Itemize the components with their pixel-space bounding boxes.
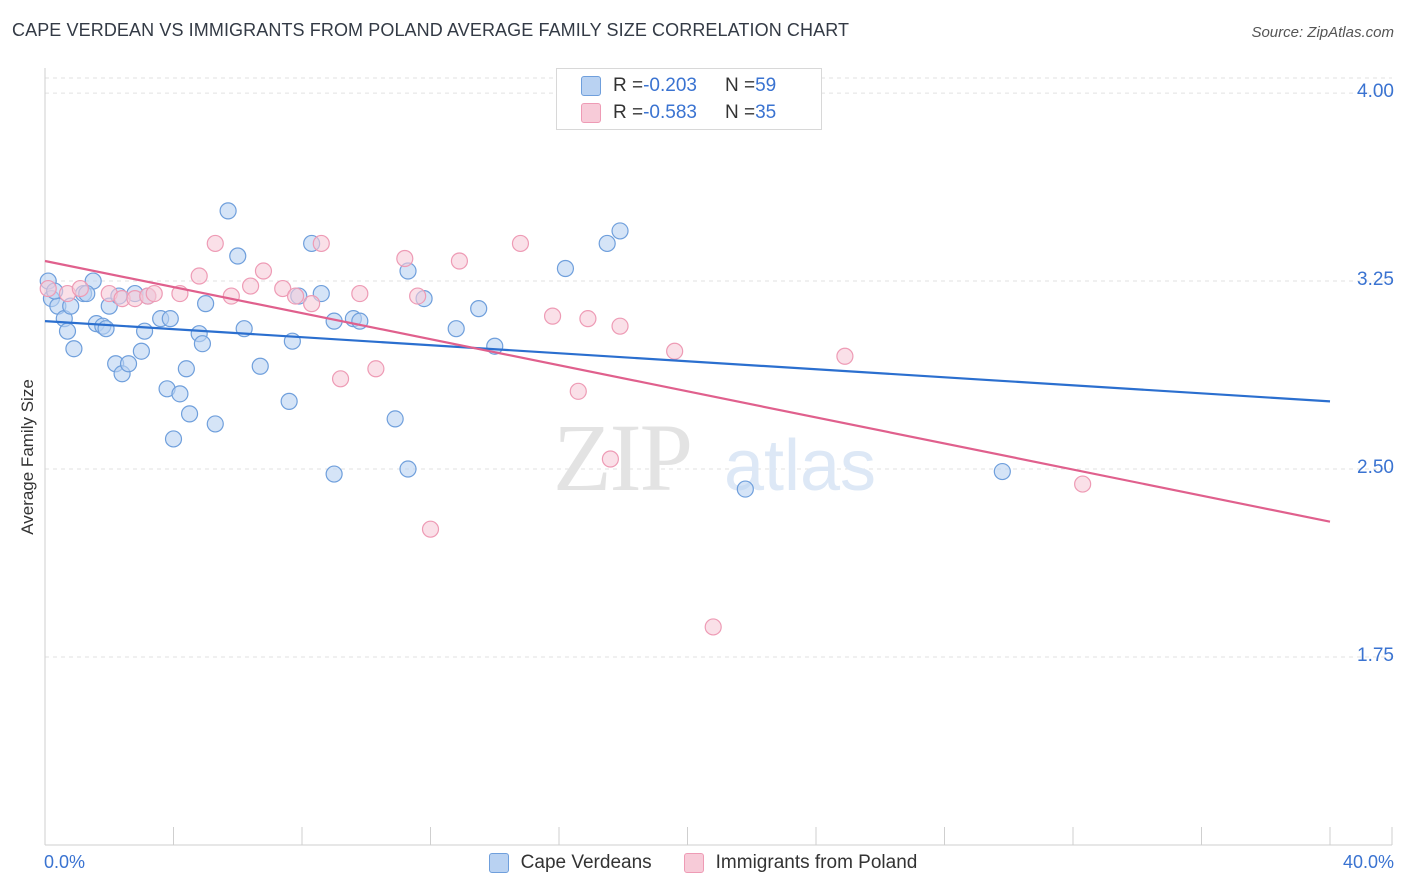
legend-r-value: -0.583 — [643, 102, 697, 123]
point-cape-verdean — [280, 392, 298, 410]
point-cape-verdean — [161, 310, 179, 328]
point-poland — [704, 618, 722, 636]
point-cape-verdean — [470, 300, 488, 318]
point-poland — [303, 295, 321, 313]
point-poland — [1074, 475, 1092, 493]
point-poland — [579, 310, 597, 328]
point-poland — [351, 284, 369, 303]
axes — [44, 68, 1393, 846]
legend-row-poland: R = -0.583 N = 35 — [581, 101, 776, 125]
source-label: Source: ZipAtlas.com — [1251, 24, 1394, 41]
legend-n-label: N = — [724, 75, 756, 96]
legend-swatch-blue — [488, 853, 509, 873]
point-poland — [312, 234, 330, 253]
point-poland — [274, 279, 292, 298]
legend-n-value: 35 — [755, 102, 777, 123]
x-tick-min: 0.0% — [44, 852, 86, 872]
point-poland — [206, 234, 224, 253]
point-cape-verdean — [325, 465, 343, 483]
legend-label: Cape Verdeans — [520, 852, 652, 873]
point-cape-verdean — [251, 357, 269, 375]
y-tick-label: 2.50 — [1357, 457, 1394, 479]
point-cape-verdean — [171, 385, 189, 403]
point-cape-verdean — [993, 462, 1011, 481]
point-cape-verdean — [65, 340, 83, 358]
point-poland — [511, 234, 530, 253]
trend-lines — [44, 259, 1331, 523]
series-legend: Cape Verdeans Immigrants from Poland — [0, 852, 1406, 874]
point-cape-verdean — [193, 335, 212, 353]
correlation-legend: R = -0.203 N = 59 R = -0.583 N = 35 — [556, 68, 822, 130]
legend-label: Immigrants from Poland — [715, 852, 918, 873]
point-cape-verdean — [611, 222, 629, 240]
legend-n-value: 59 — [755, 75, 777, 96]
point-poland — [39, 279, 57, 298]
trend-line-cape-verdeans — [44, 320, 1331, 403]
point-poland — [543, 307, 562, 325]
point-cape-verdean — [556, 259, 575, 278]
point-poland — [222, 287, 240, 305]
point-cape-verdean — [180, 405, 199, 423]
grid-lines — [45, 77, 1392, 658]
point-cape-verdean — [97, 320, 115, 338]
legend-r-label: R = — [613, 102, 644, 123]
legend-row-cape-verdeans: R = -0.203 N = 59 — [581, 74, 776, 98]
watermark-zip: ZIP — [553, 404, 691, 511]
point-cape-verdean — [119, 355, 138, 373]
legend-item-poland[interactable]: Immigrants from Poland — [683, 852, 918, 874]
y-tick-label: 3.25 — [1357, 269, 1394, 291]
x-tick-max: 40.0% — [1342, 852, 1394, 872]
legend-swatch-pink — [581, 103, 601, 123]
series-poland-points — [39, 234, 1092, 636]
point-cape-verdean — [58, 322, 77, 340]
y-tick-label: 1.75 — [1357, 645, 1394, 667]
point-poland — [421, 520, 440, 538]
legend-n-label: N = — [724, 102, 756, 123]
point-poland — [286, 287, 305, 305]
point-cape-verdean — [736, 480, 754, 498]
point-poland — [601, 450, 620, 468]
legend-swatch-pink — [683, 853, 704, 873]
point-cape-verdean — [598, 234, 616, 253]
legend-swatch-blue — [581, 76, 601, 96]
point-poland — [450, 252, 469, 270]
point-poland — [242, 277, 260, 295]
point-poland — [409, 287, 427, 305]
legend-r-value: -0.203 — [643, 75, 697, 96]
point-poland — [331, 370, 350, 388]
point-cape-verdean — [197, 295, 215, 313]
point-poland — [569, 382, 587, 400]
point-cape-verdean — [386, 410, 404, 428]
point-cape-verdean — [206, 415, 224, 433]
point-cape-verdean — [447, 320, 465, 338]
legend-r-label: R = — [613, 75, 644, 96]
y-axis-label: Average Family Size — [18, 379, 37, 535]
point-cape-verdean — [219, 202, 237, 220]
point-cape-verdean — [132, 342, 150, 360]
point-cape-verdean — [399, 460, 417, 478]
point-cape-verdean — [177, 360, 195, 378]
chart-title: CAPE VERDEAN VS IMMIGRANTS FROM POLAND A… — [12, 20, 850, 40]
point-poland — [367, 360, 385, 378]
point-poland — [190, 267, 208, 285]
legend-item-cape-verdeans[interactable]: Cape Verdeans — [488, 852, 652, 874]
trend-line-poland — [44, 259, 1331, 523]
point-poland — [254, 262, 273, 280]
point-cape-verdean — [164, 430, 183, 448]
point-poland — [71, 279, 89, 298]
point-cape-verdean — [229, 247, 247, 265]
point-poland — [611, 317, 629, 335]
point-poland — [666, 342, 684, 360]
point-cape-verdean — [135, 322, 154, 340]
point-poland — [145, 284, 163, 303]
point-poland — [396, 249, 414, 268]
y-tick-label: 4.00 — [1357, 81, 1394, 103]
point-poland — [836, 347, 854, 365]
